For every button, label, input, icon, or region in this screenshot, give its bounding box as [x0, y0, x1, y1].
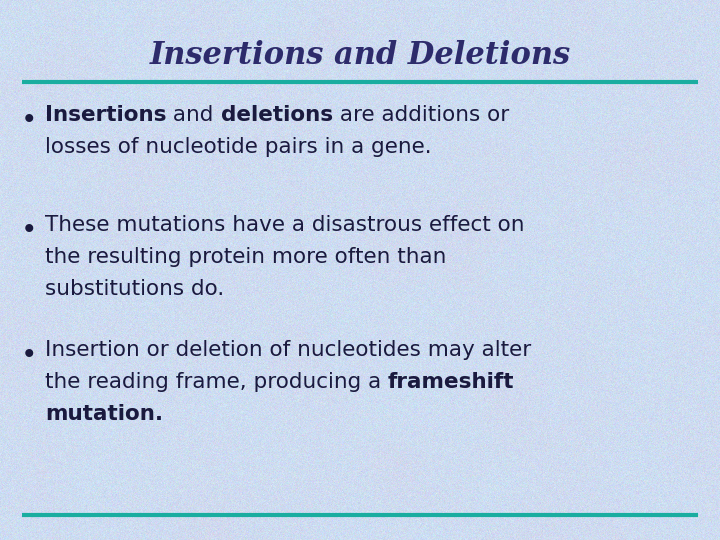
- Text: the resulting protein more often than: the resulting protein more often than: [45, 247, 446, 267]
- Text: losses of nucleotide pairs in a gene.: losses of nucleotide pairs in a gene.: [45, 137, 431, 157]
- Text: the reading frame, producing a: the reading frame, producing a: [45, 372, 388, 392]
- Text: substitutions do.: substitutions do.: [45, 279, 224, 299]
- Text: are additions or: are additions or: [333, 105, 509, 125]
- Text: mutation.: mutation.: [45, 404, 163, 424]
- Text: These mutations have a disastrous effect on: These mutations have a disastrous effect…: [45, 215, 524, 235]
- Text: frameshift: frameshift: [388, 372, 515, 392]
- Text: •: •: [22, 344, 37, 367]
- Text: •: •: [22, 219, 37, 242]
- Text: •: •: [22, 109, 37, 132]
- Text: Insertion or deletion of nucleotides may alter: Insertion or deletion of nucleotides may…: [45, 340, 531, 360]
- Text: Insertions and Deletions: Insertions and Deletions: [150, 40, 570, 71]
- Text: and: and: [166, 105, 221, 125]
- Text: deletions: deletions: [221, 105, 333, 125]
- Text: Insertions: Insertions: [45, 105, 166, 125]
